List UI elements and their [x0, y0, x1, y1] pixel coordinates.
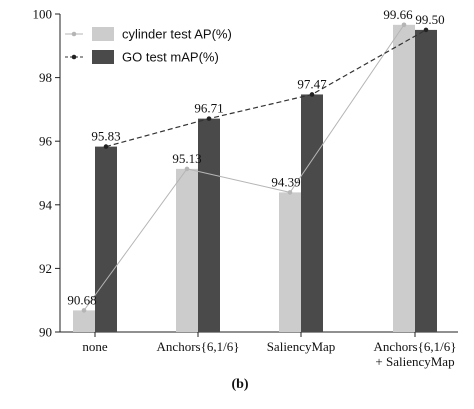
series-point-cylinder-3 — [401, 22, 407, 28]
legend-label-go: GO test mAP(%) — [122, 50, 219, 65]
bar-cylinder-2 — [279, 192, 301, 332]
x-tick-label: SaliencyMap — [267, 339, 336, 354]
series-point-cylinder-2 — [287, 190, 293, 195]
bars — [73, 24, 437, 333]
series-point-go-1 — [206, 116, 212, 121]
data-label-cylinder-1: 95.13 — [172, 151, 201, 166]
series-point-go-2 — [309, 92, 315, 97]
data-label-cylinder-2: 94.39 — [271, 174, 300, 189]
figure-caption: (b) — [231, 377, 248, 392]
series-point-cylinder-0 — [81, 308, 87, 313]
series-line-cylinder — [83, 24, 405, 311]
data-label-cylinder-3: 99.66 — [383, 7, 413, 22]
y-tick-label: 94 — [39, 197, 53, 212]
x-tick-label: none — [82, 339, 108, 354]
x-tick-label: Anchors{6,1/6} — [157, 339, 240, 354]
x-tick-label: + SaliencyMap — [375, 354, 454, 369]
data-label-go-3: 99.50 — [415, 12, 444, 27]
bar-go-2 — [301, 94, 323, 332]
series-point-go-3 — [423, 27, 429, 33]
y-tick-label: 98 — [39, 70, 52, 85]
legend-swatch-go — [92, 50, 114, 64]
y-tick-label: 92 — [39, 261, 52, 276]
data-label-go-2: 97.47 — [297, 76, 327, 91]
x-tick-label: Anchors{6,1/6} — [374, 339, 457, 354]
series-lines — [81, 22, 429, 313]
series-point-cylinder-1 — [184, 166, 190, 172]
legend-swatch-cylinder — [92, 27, 114, 41]
bar-go-1 — [198, 118, 220, 332]
data-labels: 90.68 95.13 94.39 99.66 95.83 96.71 97.47 99.50 — [67, 7, 444, 308]
bar-cylinder-3 — [393, 24, 415, 332]
y-tick-label: 90 — [39, 325, 52, 340]
data-label-cylinder-0: 90.68 — [67, 292, 96, 307]
data-label-go-1: 96.71 — [194, 101, 223, 116]
series-point-go-0 — [103, 144, 109, 149]
legend-label-cylinder: cylinder test AP(%) — [122, 27, 232, 42]
data-label-go-0: 95.83 — [91, 129, 120, 144]
bar-go-3 — [415, 29, 437, 333]
bar-go-0 — [95, 146, 117, 332]
axes: 90 92 94 96 98 100 none Anchors{6,1/6} SaliencyM… — [33, 7, 458, 369]
legend-marker-go — [71, 54, 77, 60]
bar-cylinder-1 — [176, 168, 198, 332]
legend-marker-cylinder — [71, 31, 77, 37]
bar-cylinder-0 — [73, 310, 95, 332]
y-tick-label: 100 — [33, 7, 53, 22]
series-line-go — [105, 29, 427, 148]
legend: cylinder test AP(%) GO test mAP(%) — [65, 27, 232, 65]
y-tick-label: 96 — [39, 134, 53, 149]
